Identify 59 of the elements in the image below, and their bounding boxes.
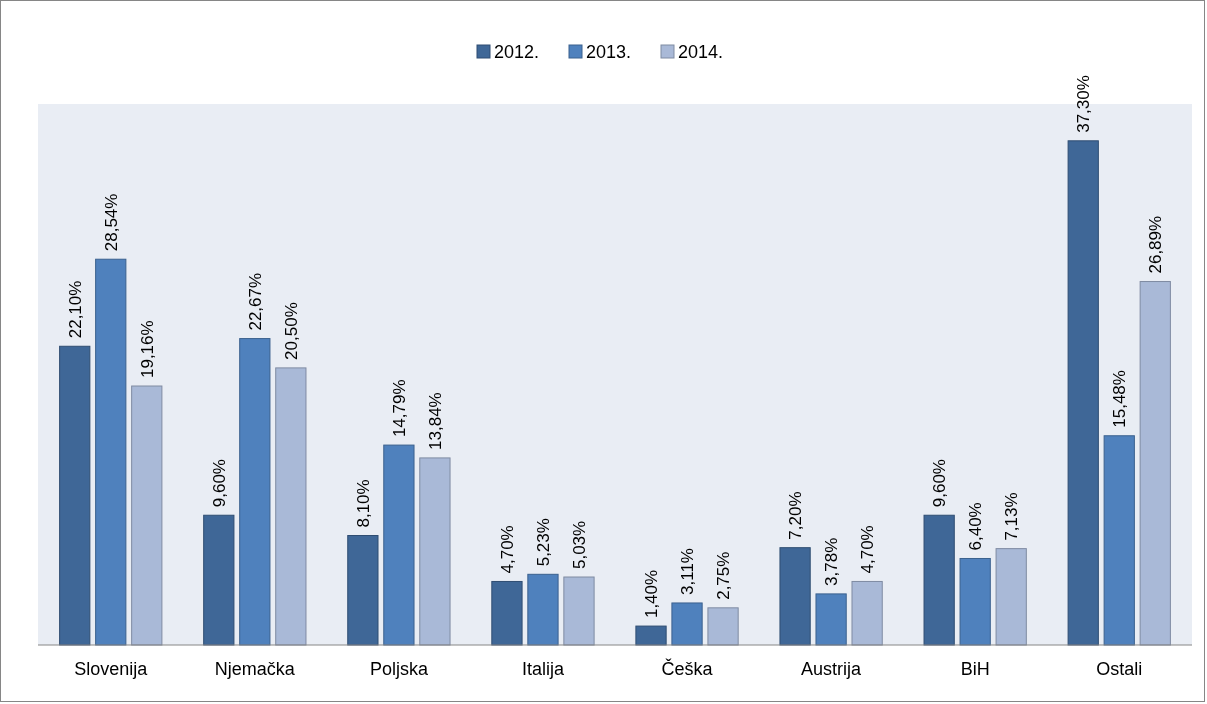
bar bbox=[239, 338, 271, 646]
data-label: 4,70% bbox=[497, 525, 517, 574]
x-tick-label: BiH bbox=[960, 659, 990, 679]
data-label: 22,67% bbox=[245, 272, 265, 331]
bar bbox=[815, 593, 847, 646]
x-tick-label: Češka bbox=[661, 658, 714, 679]
x-tick-label: Ostali bbox=[1096, 659, 1143, 679]
data-label: 1,40% bbox=[642, 569, 662, 619]
data-label: 7,13% bbox=[1002, 492, 1022, 541]
bar bbox=[1103, 435, 1135, 646]
bar bbox=[527, 573, 559, 646]
x-tick-label: Slovenija bbox=[74, 659, 149, 679]
bar bbox=[419, 457, 451, 646]
bar bbox=[635, 625, 667, 646]
bar bbox=[707, 607, 739, 646]
data-label: 28,54% bbox=[101, 193, 121, 252]
legend-label: 2014. bbox=[678, 42, 724, 62]
data-label: 8,10% bbox=[353, 479, 373, 528]
data-label: 5,23% bbox=[533, 518, 553, 567]
data-label: 9,60% bbox=[930, 459, 950, 508]
data-label: 7,20% bbox=[786, 491, 806, 540]
bar bbox=[959, 557, 991, 646]
data-label: 14,79% bbox=[389, 379, 409, 438]
data-label: 3,11% bbox=[678, 548, 698, 595]
bar bbox=[95, 258, 127, 646]
x-tick-label: Poljska bbox=[369, 659, 429, 679]
legend-label: 2012. bbox=[494, 42, 540, 62]
bar bbox=[275, 367, 307, 646]
bar bbox=[383, 444, 415, 646]
bar bbox=[563, 576, 595, 646]
data-label: 2,75% bbox=[714, 551, 734, 600]
bar bbox=[491, 580, 523, 646]
bar bbox=[671, 602, 703, 646]
bar bbox=[1139, 281, 1171, 646]
bar bbox=[131, 385, 163, 646]
data-label: 13,84% bbox=[425, 392, 445, 450]
data-label: 26,89% bbox=[1146, 215, 1166, 274]
data-label: 3,78% bbox=[822, 537, 842, 586]
data-label: 9,60% bbox=[209, 459, 229, 508]
bar bbox=[851, 580, 883, 646]
legend-label: 2013. bbox=[586, 42, 632, 62]
data-label: 5,03% bbox=[569, 520, 589, 570]
bar bbox=[347, 535, 379, 646]
data-label: 37,30% bbox=[1074, 75, 1094, 133]
bar bbox=[779, 547, 811, 646]
x-tick-label: Italija bbox=[521, 659, 565, 679]
bar bbox=[1067, 140, 1099, 646]
bar bbox=[59, 345, 91, 646]
x-tick-label: Austrija bbox=[801, 659, 863, 679]
data-label: 4,70% bbox=[858, 525, 878, 574]
data-label: 6,40% bbox=[966, 502, 986, 551]
bar bbox=[995, 548, 1027, 646]
x-tick-label: Njemačka bbox=[214, 659, 296, 679]
data-label: 19,16% bbox=[137, 320, 157, 379]
bar bbox=[923, 514, 955, 646]
data-label: 15,48% bbox=[1110, 370, 1130, 428]
data-label: 22,10% bbox=[65, 280, 85, 339]
data-label: 20,50% bbox=[281, 302, 301, 360]
bar bbox=[203, 514, 235, 646]
